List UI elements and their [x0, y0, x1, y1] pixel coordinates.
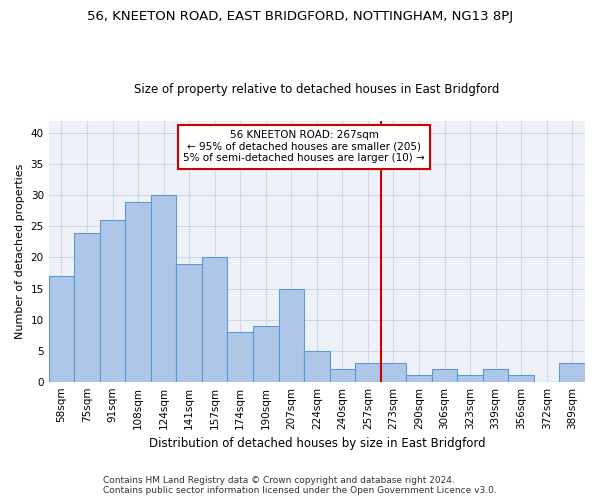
Text: 56, KNEETON ROAD, EAST BRIDGFORD, NOTTINGHAM, NG13 8PJ: 56, KNEETON ROAD, EAST BRIDGFORD, NOTTIN…	[87, 10, 513, 23]
Bar	[329, 370, 355, 382]
Bar	[380, 363, 406, 382]
Y-axis label: Number of detached properties: Number of detached properties	[15, 164, 25, 339]
Bar	[176, 264, 202, 382]
Bar	[100, 220, 125, 382]
Bar	[457, 376, 483, 382]
Bar	[278, 288, 304, 382]
Bar	[355, 363, 380, 382]
Bar	[304, 350, 329, 382]
Bar	[432, 370, 457, 382]
Bar	[202, 258, 227, 382]
Bar	[49, 276, 74, 382]
Text: Contains HM Land Registry data © Crown copyright and database right 2024.
Contai: Contains HM Land Registry data © Crown c…	[103, 476, 497, 495]
X-axis label: Distribution of detached houses by size in East Bridgford: Distribution of detached houses by size …	[149, 437, 485, 450]
Text: 56 KNEETON ROAD: 267sqm
← 95% of detached houses are smaller (205)
5% of semi-de: 56 KNEETON ROAD: 267sqm ← 95% of detache…	[183, 130, 425, 164]
Bar	[125, 202, 151, 382]
Bar	[253, 326, 278, 382]
Bar	[483, 370, 508, 382]
Bar	[74, 232, 100, 382]
Bar	[227, 332, 253, 382]
Bar	[559, 363, 585, 382]
Title: Size of property relative to detached houses in East Bridgford: Size of property relative to detached ho…	[134, 83, 500, 96]
Bar	[508, 376, 534, 382]
Bar	[151, 196, 176, 382]
Bar	[406, 376, 432, 382]
